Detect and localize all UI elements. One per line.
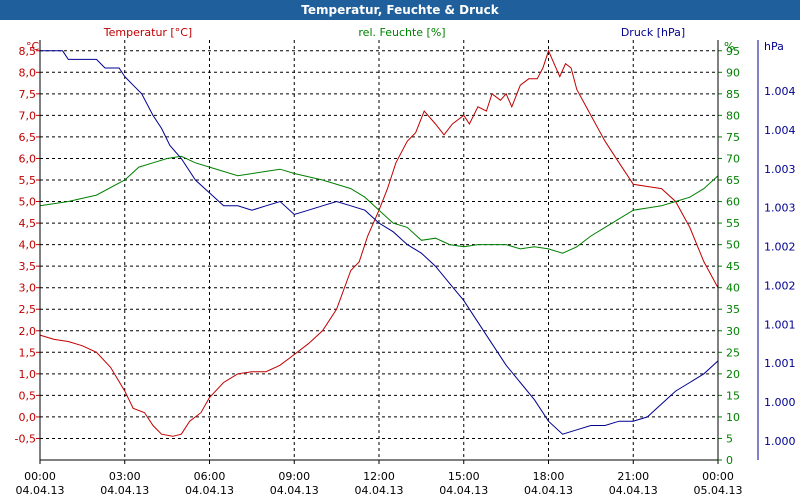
x-tick-time: 09:00 — [278, 470, 310, 483]
humidity-tick-label: 65 — [726, 174, 740, 187]
pressure-tick-label: 1.004 — [764, 85, 796, 98]
x-tick-time: 00:00 — [702, 470, 734, 483]
temp-tick-label: 4,0 — [19, 239, 37, 252]
x-tick-time: 18:00 — [533, 470, 565, 483]
x-tick-date: 04.04.13 — [185, 484, 234, 497]
pressure-unit: hPa — [764, 40, 784, 53]
temp-tick-label: 8,5 — [19, 45, 37, 58]
temp-tick-label: 6,5 — [19, 131, 37, 144]
x-tick-time: 03:00 — [109, 470, 141, 483]
x-tick-date: 04.04.13 — [100, 484, 149, 497]
x-tick-date: 04.04.13 — [609, 484, 658, 497]
temp-tick-label: 0,0 — [19, 411, 37, 424]
temp-tick-label: 2,0 — [19, 325, 37, 338]
humidity-tick-label: 45 — [726, 260, 740, 273]
temp-tick-label: -0,5 — [15, 432, 36, 445]
humidity-tick-label: 50 — [726, 239, 740, 252]
x-tick-date: 04.04.13 — [524, 484, 573, 497]
humidity-tick-label: 5 — [726, 432, 733, 445]
temp-tick-label: 3,5 — [19, 260, 37, 273]
temp-tick-label: 2,5 — [19, 303, 37, 316]
temp-tick-label: 7,0 — [19, 109, 37, 122]
temp-unit: °C — [26, 40, 40, 53]
x-tick-date: 04.04.13 — [439, 484, 488, 497]
pressure-tick-label: 1.002 — [764, 241, 796, 254]
x-tick-date: 05.04.13 — [694, 484, 743, 497]
pressure-tick-label: 1.001 — [764, 318, 796, 331]
window-title: Temperatur, Feuchte & Druck — [0, 0, 800, 20]
pressure-tick-label: 1.003 — [764, 202, 796, 215]
humidity-tick-label: 85 — [726, 88, 740, 101]
pressure-tick-label: 1.003 — [764, 163, 796, 176]
temp-tick-label: 5,0 — [19, 196, 37, 209]
humidity-tick-label: 80 — [726, 109, 740, 122]
temp-tick-label: 0,5 — [19, 389, 37, 402]
x-tick-date: 04.04.13 — [270, 484, 319, 497]
humidity-tick-label: 0 — [726, 454, 733, 467]
pressure-tick-label: 1.000 — [764, 396, 796, 409]
x-tick-time: 15:00 — [448, 470, 480, 483]
humidity-tick-label: 95 — [726, 45, 740, 58]
temp-tick-label: 3,0 — [19, 282, 37, 295]
humidity-tick-label: 70 — [726, 152, 740, 165]
x-tick-date: 04.04.13 — [16, 484, 65, 497]
humidity-tick-label: 25 — [726, 346, 740, 359]
x-tick-time: 21:00 — [617, 470, 649, 483]
humidity-tick-label: 40 — [726, 282, 740, 295]
pressure-tick-label: 1.000 — [764, 435, 796, 448]
humidity-tick-label: 55 — [726, 217, 740, 230]
humidity-tick-label: 75 — [726, 131, 740, 144]
axes: 00:0004.04.1303:0004.04.1306:0004.04.130… — [15, 40, 796, 497]
temperature-line — [39, 49, 719, 437]
legend-humidity: rel. Feuchte [%] — [358, 26, 445, 39]
pressure-tick-label: 1.001 — [764, 357, 796, 370]
temp-tick-label: 5,5 — [19, 174, 37, 187]
weather-chart: 00:0004.04.1303:0004.04.1306:0004.04.130… — [0, 20, 800, 500]
temp-tick-label: 1,0 — [19, 368, 37, 381]
humidity-tick-label: 30 — [726, 325, 740, 338]
pressure-line — [40, 50, 719, 435]
humidity-unit: % — [724, 40, 734, 53]
humidity-tick-label: 90 — [726, 66, 740, 79]
humidity-tick-label: 15 — [726, 389, 740, 402]
pressure-tick-label: 1.002 — [764, 279, 796, 292]
chart-background — [0, 20, 800, 500]
series-lines — [39, 49, 719, 437]
x-tick-time: 12:00 — [363, 470, 395, 483]
temp-tick-label: 7,5 — [19, 88, 37, 101]
legend-temperature: Temperatur [°C] — [103, 26, 192, 39]
humidity-tick-label: 60 — [726, 196, 740, 209]
humidity-tick-label: 10 — [726, 411, 740, 424]
humidity-line — [39, 155, 719, 254]
legend-pressure: Druck [hPa] — [621, 26, 685, 39]
temp-tick-label: 4,5 — [19, 217, 37, 230]
humidity-tick-label: 20 — [726, 368, 740, 381]
temp-tick-label: 6,0 — [19, 152, 37, 165]
x-tick-date: 04.04.13 — [355, 484, 404, 497]
temp-tick-label: 1,5 — [19, 346, 37, 359]
pressure-tick-label: 1.004 — [764, 124, 796, 137]
humidity-tick-label: 35 — [726, 303, 740, 316]
x-tick-time: 06:00 — [194, 470, 226, 483]
x-tick-time: 00:00 — [24, 470, 56, 483]
temp-tick-label: 8,0 — [19, 66, 37, 79]
